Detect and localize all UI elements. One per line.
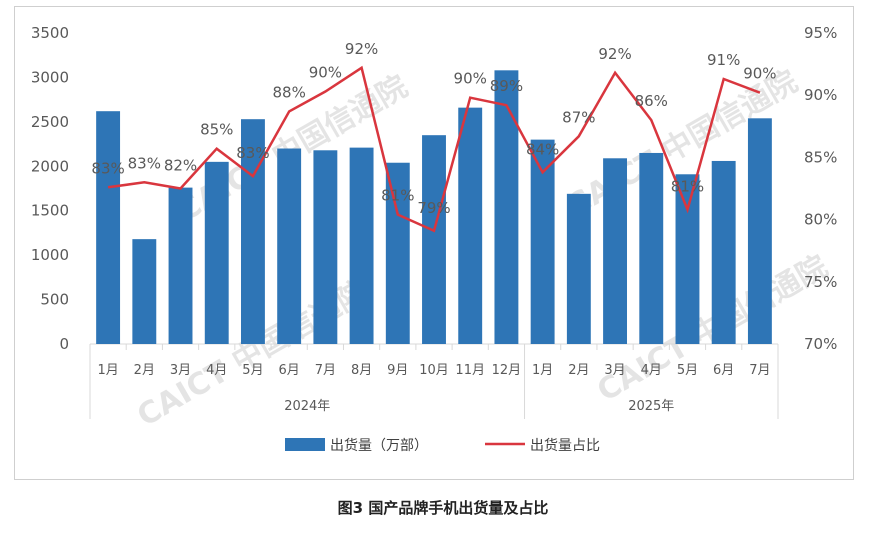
bar (566, 193, 591, 344)
bar (240, 119, 265, 344)
right-axis-tick-label: 90% (804, 86, 837, 104)
group-label: 2025年 (628, 399, 674, 414)
x-tick-label: 5月 (242, 363, 263, 378)
bar (422, 135, 446, 344)
bar (277, 148, 302, 344)
ratio-point-label: 92% (345, 40, 378, 58)
bar (168, 187, 193, 344)
x-tick-label: 1月 (97, 363, 118, 378)
ratio-point-label: 81% (671, 178, 704, 196)
ratio-point-labels: 83% 83% 82%85%83%88%90%92%81%79%90% 89%84%8… (91, 40, 776, 217)
ratio-point-label: 84% (526, 140, 559, 158)
legend-bar-label: 出货量（万部） (330, 437, 428, 454)
x-tick-label: 11月 (455, 363, 485, 378)
ratio-point-label: 91% (707, 51, 740, 69)
ratio-point-label: 88% (272, 83, 305, 101)
x-tick-label: 6月 (713, 363, 734, 378)
x-tick-label: 8月 (351, 363, 372, 378)
x-axis-ticks: 1月 2月 3月 4月 5月 6月 7月 8月 9月 10月 11月 12月 1月 2月 3月 4月 5月 6月 7… (89, 344, 779, 378)
ratio-point-label: 83% (128, 154, 161, 172)
bar (711, 160, 736, 344)
right-axis-tick-label: 75% (804, 273, 837, 291)
ratio-point-label: 82% (164, 157, 197, 175)
left-axis-tick-label: 0 (59, 335, 69, 353)
left-axis-tick-label: 500 (40, 291, 69, 309)
left-axis-tick-label: 1000 (31, 246, 69, 264)
bar (349, 147, 374, 344)
x-tick-label: 1月 (532, 363, 553, 378)
ratio-point-label: 81% (381, 187, 414, 205)
legend-bar-swatch (285, 438, 325, 451)
x-tick-label: 3月 (170, 363, 191, 378)
bar (747, 118, 772, 344)
x-tick-label: 7月 (315, 363, 336, 378)
bar (603, 158, 628, 344)
x-tick-label: 10月 (419, 363, 449, 378)
bar (385, 162, 410, 344)
ratio-line (107, 65, 761, 233)
x-tick-label: 7月 (749, 363, 770, 378)
x-tick-label: 4月 (206, 363, 227, 378)
bar (494, 70, 519, 344)
x-tick-label: 12月 (492, 363, 522, 378)
legend: 出货量（万部） 出货量占比 (285, 437, 600, 454)
left-axis-tick-label: 1500 (31, 202, 69, 220)
ratio-point-label: 90% (454, 70, 487, 88)
x-tick-label: 5月 (677, 363, 698, 378)
bar (204, 161, 229, 344)
ratio-point-label: 90% (743, 65, 776, 83)
x-tick-label: 2月 (568, 363, 589, 378)
right-axis-tick-label: 85% (804, 148, 837, 166)
ratio-point-label: 79% (417, 199, 450, 217)
ratio-point-label: 87% (562, 108, 595, 126)
ratio-point-label: 83% (236, 144, 269, 162)
figure-caption: 图3 国产品牌手机出货量及占比 (337, 499, 549, 517)
x-axis-year-groups: 2024年 2025年 (89, 344, 779, 419)
group-label: 2024年 (284, 399, 330, 414)
right-axis-tick-label: 95% (804, 24, 837, 42)
left-axis-ticks: 0 500 1000 1500 2000 2500 3000 3500 (31, 24, 69, 353)
left-axis-tick-label: 3500 (31, 24, 69, 42)
ratio-point-label: 85% (200, 121, 233, 139)
bar (132, 239, 157, 344)
ratio-point-label: 86% (635, 92, 668, 110)
ratio-point-label: 89% (490, 77, 523, 95)
bar-series (96, 70, 772, 345)
bar (458, 107, 483, 344)
bar (530, 139, 555, 344)
x-tick-label: 2月 (134, 363, 155, 378)
x-tick-label: 4月 (641, 363, 662, 378)
right-axis-ticks: 70% 75% 80% 85% 90% 95% (804, 24, 837, 353)
x-tick-label: 6月 (279, 363, 300, 378)
x-tick-label: 9月 (387, 363, 408, 378)
x-tick-label: 3月 (604, 363, 625, 378)
bar (96, 111, 121, 345)
bar (639, 152, 664, 344)
bar (313, 150, 338, 344)
ratio-point-label: 83% (91, 159, 124, 177)
ratio-point-label: 90% (309, 63, 342, 81)
left-axis-tick-label: 2500 (31, 113, 69, 131)
ratio-point-label: 92% (598, 45, 631, 63)
legend-line-label: 出货量占比 (530, 437, 600, 454)
left-axis-tick-label: 2000 (31, 157, 69, 175)
bar (675, 174, 700, 344)
left-axis-tick-label: 3000 (31, 68, 69, 86)
right-axis-tick-label: 70% (804, 335, 837, 353)
right-axis-tick-label: 80% (804, 211, 837, 229)
